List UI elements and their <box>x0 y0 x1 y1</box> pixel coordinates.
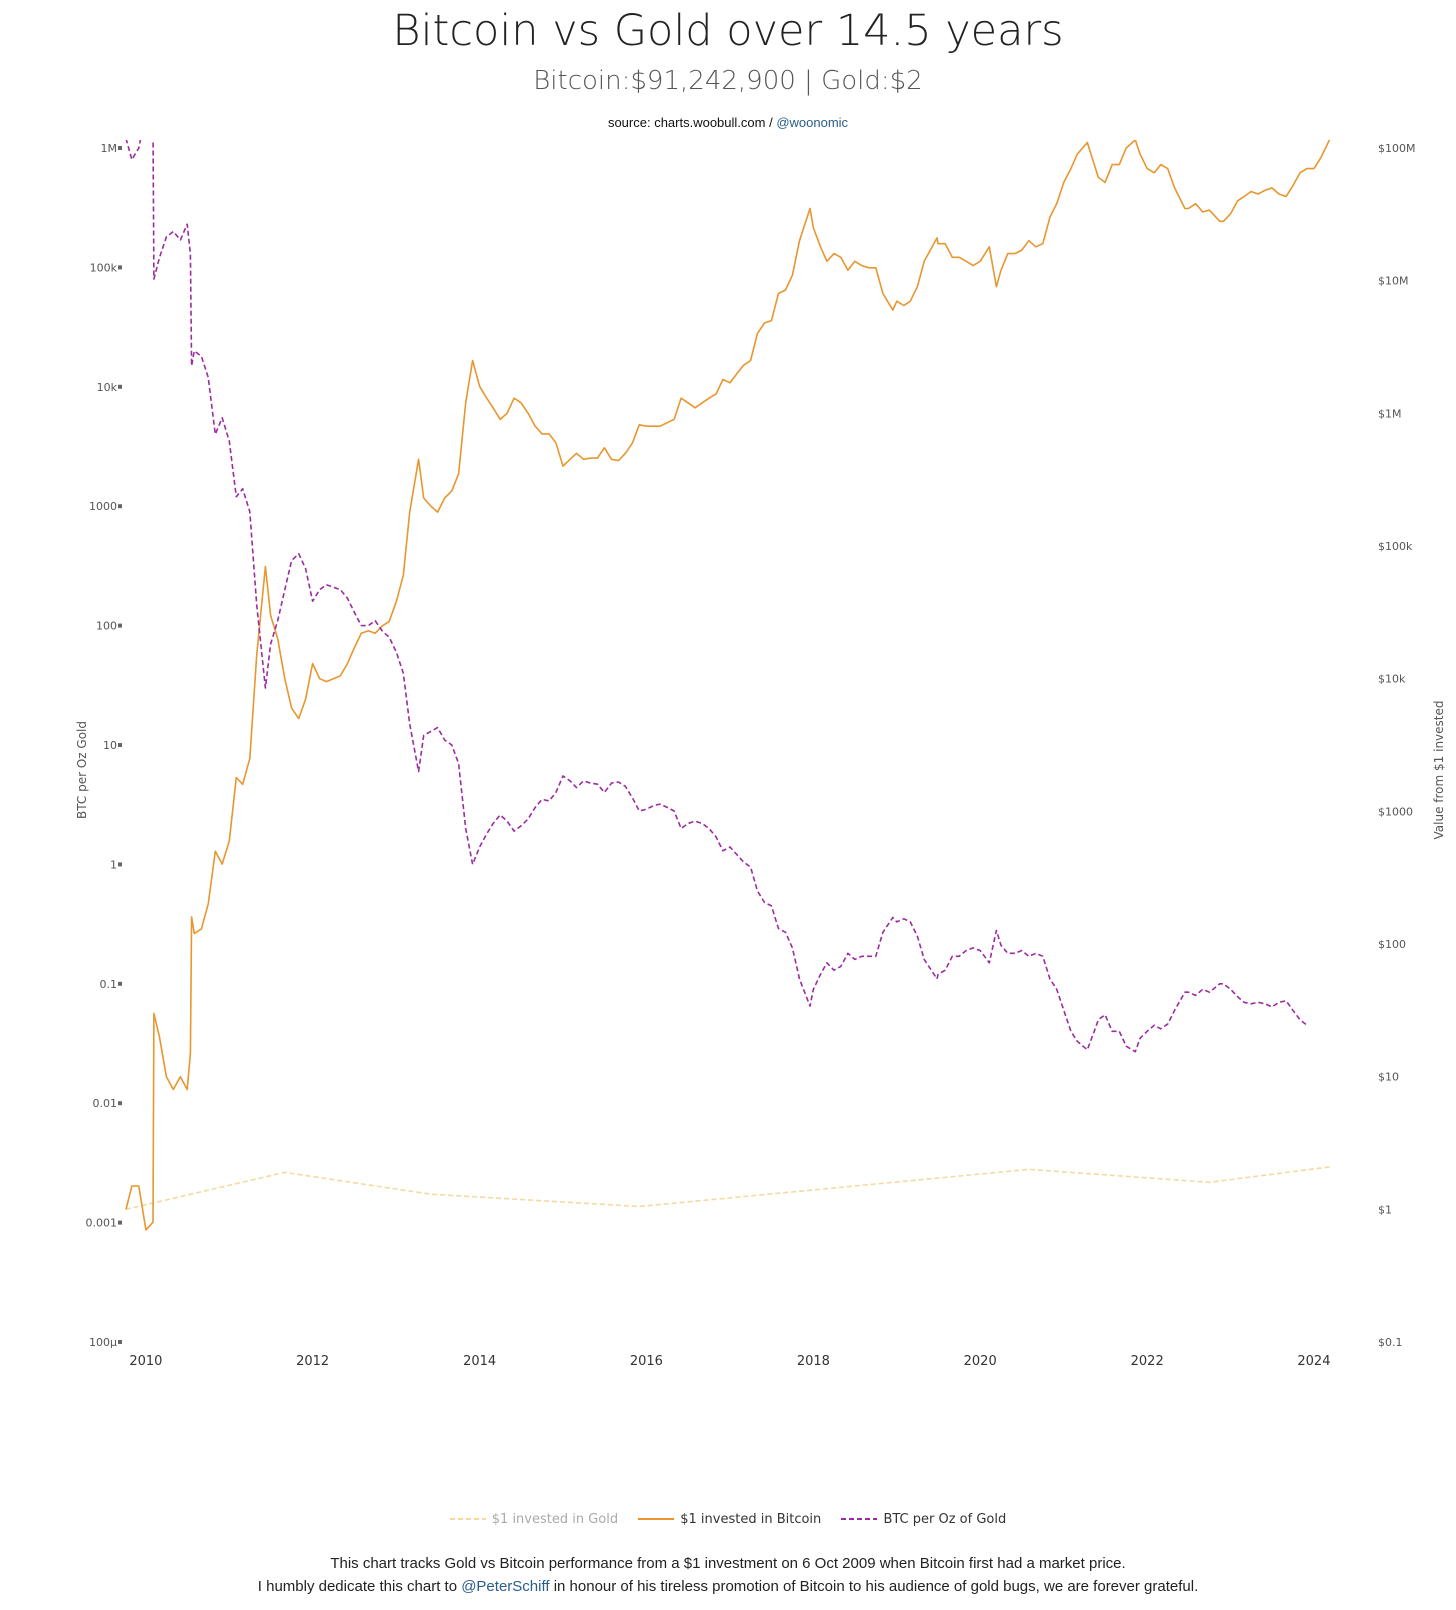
legend-ratio-swatch <box>841 1518 878 1520</box>
x-tick-label: 2024 <box>1297 1354 1330 1369</box>
right-tick-label: $1M <box>1378 407 1402 420</box>
x-tick-label: 2018 <box>797 1354 830 1369</box>
left-tick-label: 1000 <box>89 500 117 513</box>
left-tick-mark <box>118 981 122 986</box>
left-tick-label: 10 <box>103 739 117 752</box>
footnote-line-2: I humbly dedicate this chart to @PeterSc… <box>0 1575 1456 1598</box>
right-tick-label: $10k <box>1378 673 1406 686</box>
source-handle-link[interactable]: @woonomic <box>776 115 849 130</box>
x-tick-label: 2014 <box>463 1354 496 1369</box>
left-axis-title: BTC per Oz Gold <box>75 721 89 819</box>
left-tick-mark <box>118 504 122 509</box>
right-tick-label: $0.1 <box>1378 1336 1403 1349</box>
right-tick-label: $100 <box>1378 938 1406 951</box>
right-axis: $0.1 $1 $10 $100 $1000 $10k $100k $1M $10M $100M <box>1378 142 1416 1349</box>
left-tick-label: 100µ <box>89 1336 117 1349</box>
legend-gold-swatch <box>449 1518 486 1520</box>
right-tick-label: $100k <box>1378 540 1413 553</box>
left-tick-mark <box>118 623 122 628</box>
left-tick-mark <box>118 265 122 270</box>
x-tick-label: 2022 <box>1131 1354 1164 1369</box>
chart-title: Bitcoin vs Gold over 14.5 years <box>392 6 1064 56</box>
footnote-line-1: This chart tracks Gold vs Bitcoin perfor… <box>330 1555 1126 1572</box>
left-tick-mark <box>118 1220 122 1225</box>
legend-bitcoin-swatch <box>638 1518 675 1520</box>
left-tick-label: 100k <box>90 261 118 274</box>
left-tick-mark <box>118 384 122 389</box>
left-tick-label: 1 <box>110 858 117 871</box>
legend: $1 invested in Gold $1 invested in Bitco… <box>0 1510 1456 1527</box>
x-tick-label: 2012 <box>296 1354 329 1369</box>
chart-plot: 100µ 0.001 0.01 0.1 1 10 100 1000 10k 100k 1M $0.1… <box>75 140 1446 1369</box>
series-line-1-invested-in-gold <box>125 1165 1333 1211</box>
right-tick-label: $1000 <box>1378 805 1413 818</box>
right-tick-label: $1 <box>1378 1203 1392 1216</box>
x-tick-label: 2010 <box>129 1354 162 1369</box>
left-tick-label: 100 <box>96 620 117 633</box>
legend-label-gold: $1 invested in Gold <box>491 1511 619 1527</box>
series-line-1-invested-in-bitcoin <box>125 140 1332 1231</box>
left-axis: 100µ 0.001 0.01 0.1 1 10 100 1000 10k 100k 1M <box>86 142 122 1349</box>
x-axis: 2010 2012 2014 2016 2018 2020 2022 2024 <box>129 1354 1330 1369</box>
left-tick-mark <box>118 1101 122 1106</box>
left-tick-mark <box>118 146 122 150</box>
series-line-btc-per-oz-of-gold <box>125 140 1308 1053</box>
footnote: This chart tracks Gold vs Bitcoin perfor… <box>0 1552 1456 1598</box>
source-text: source: charts.woobull.com / <box>607 115 777 130</box>
right-tick-label: $100M <box>1378 142 1416 155</box>
left-tick-mark <box>118 743 122 747</box>
left-tick-label: 0.1 <box>100 978 118 991</box>
legend-label-ratio: BTC per Oz of Gold <box>883 1511 1007 1527</box>
right-axis-title: Value from $1 invested <box>1432 701 1446 840</box>
left-tick-mark <box>118 862 122 867</box>
x-tick-label: 2016 <box>630 1354 663 1369</box>
legend-item-bitcoin[interactable]: $1 invested in Bitcoin <box>638 1512 821 1527</box>
right-tick-label: $10 <box>1378 1071 1399 1084</box>
legend-item-gold[interactable]: $1 invested in Gold <box>449 1511 619 1527</box>
left-tick-label: 1M <box>101 142 118 155</box>
footnote-line-2-prefix: I humbly dedicate this chart to <box>257 1578 462 1595</box>
x-tick-label: 2020 <box>964 1354 997 1369</box>
legend-item-ratio[interactable]: BTC per Oz of Gold <box>841 1512 1006 1527</box>
right-tick-label: $10M <box>1378 275 1409 288</box>
series-layer <box>125 140 1333 1231</box>
legend-label-bitcoin: $1 invested in Bitcoin <box>680 1511 822 1527</box>
chart-source: source: charts.woobull.com / @woonomic <box>0 115 1456 130</box>
left-tick-label: 10k <box>97 381 118 394</box>
left-tick-mark <box>118 1340 122 1344</box>
left-tick-label: 0.01 <box>93 1097 118 1110</box>
footnote-handle-link[interactable]: @PeterSchiff <box>461 1578 550 1595</box>
chart-subtitle: Bitcoin:$91,242,900 | Gold:$2 <box>533 66 923 96</box>
footnote-line-2-suffix: in honour of his tireless promotion of B… <box>549 1578 1199 1595</box>
left-tick-label: 0.001 <box>86 1217 118 1230</box>
